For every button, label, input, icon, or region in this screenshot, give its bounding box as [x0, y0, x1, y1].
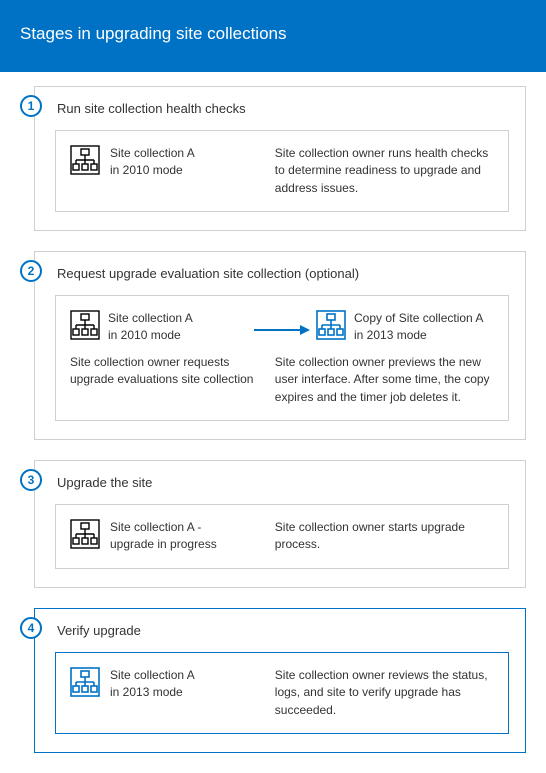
- stage-title: Verify upgrade: [57, 623, 509, 638]
- stage-description-a: Site collection owner requests upgrade e…: [70, 354, 261, 406]
- site-b: Copy of Site collection A in 2013 mode: [316, 310, 494, 344]
- stage-number-badge: 3: [20, 469, 42, 491]
- stage-inner: Site collection A in 2010 mode: [55, 295, 509, 421]
- site-label-line2: in 2013 mode: [110, 684, 195, 701]
- stage-inner: Site collection A in 2013 mode Site coll…: [55, 652, 509, 734]
- hierarchy-icon: [70, 519, 100, 549]
- stage-4: 4 Verify upgrade: [34, 608, 526, 753]
- page-title: Stages in upgrading site collections: [20, 24, 287, 43]
- arrow-icon: [254, 317, 310, 337]
- site-label-line2: upgrade in progress: [110, 536, 217, 553]
- stage-number-badge: 2: [20, 260, 42, 282]
- site-label-line2: in 2010 mode: [108, 327, 193, 344]
- site-label-line1: Site collection A: [108, 310, 193, 327]
- stage-title: Upgrade the site: [57, 475, 509, 490]
- site-label: Site collection A in 2013 mode: [110, 667, 195, 701]
- site-label-line1: Site collection A: [110, 145, 195, 162]
- site-label: Site collection A in 2010 mode: [108, 310, 193, 344]
- hierarchy-icon: [70, 145, 100, 175]
- stage-description-b: Site collection owner previews the new u…: [275, 354, 494, 406]
- site-label-line2: in 2013 mode: [354, 327, 483, 344]
- site-label-line1: Site collection A -: [110, 519, 217, 536]
- site-label-line2: in 2010 mode: [110, 162, 195, 179]
- site-a: Site collection A in 2010 mode: [70, 310, 248, 344]
- site-label: Site collection A - upgrade in progress: [110, 519, 217, 553]
- stage-description: Site collection owner reviews the status…: [275, 667, 494, 719]
- stage-inner: Site collection A in 2010 mode Site coll…: [55, 130, 509, 212]
- stage-description: Site collection owner starts upgrade pro…: [275, 519, 494, 554]
- site-label-line1: Copy of Site collection A: [354, 310, 483, 327]
- stage-number-badge: 1: [20, 95, 42, 117]
- stage-1: 1 Run site collection health checks: [34, 86, 526, 231]
- page-header: Stages in upgrading site collections: [0, 0, 546, 72]
- hierarchy-icon: [70, 310, 100, 340]
- stage-title: Request upgrade evaluation site collecti…: [57, 266, 509, 281]
- site-label: Copy of Site collection A in 2013 mode: [354, 310, 483, 344]
- hierarchy-icon: [70, 667, 100, 697]
- stage-3: 3 Upgrade the site: [34, 460, 526, 588]
- stage-inner: Site collection A - upgrade in progress …: [55, 504, 509, 569]
- site-label: Site collection A in 2010 mode: [110, 145, 195, 179]
- stage-2: 2 Request upgrade evaluation site collec…: [34, 251, 526, 440]
- site-label-line1: Site collection A: [110, 667, 195, 684]
- stage-number-badge: 4: [20, 617, 42, 639]
- stage-description: Site collection owner runs health checks…: [275, 145, 494, 197]
- stages-container: 1 Run site collection health checks: [0, 72, 546, 773]
- hierarchy-icon: [316, 310, 346, 340]
- stage-title: Run site collection health checks: [57, 101, 509, 116]
